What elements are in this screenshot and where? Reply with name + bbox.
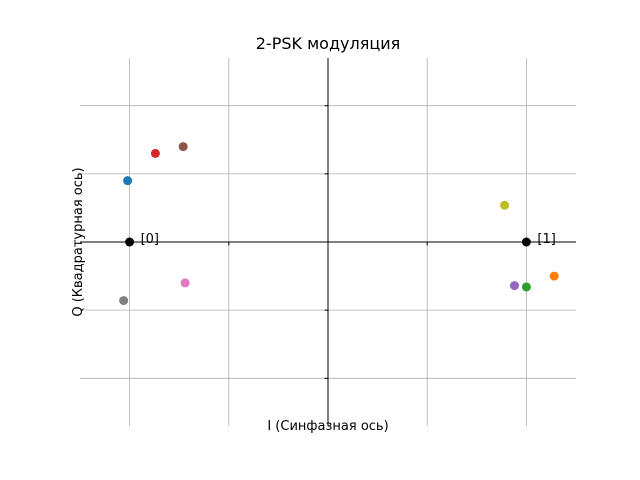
data-point	[180, 278, 190, 288]
data-point	[150, 148, 160, 158]
x-axis-label: I (Синфазная ось)	[267, 419, 388, 434]
y-axis-label: Q (Квадратурная ось)	[71, 167, 86, 316]
data-point	[509, 281, 519, 291]
constellation-label: [1]	[537, 232, 555, 247]
data-point	[549, 271, 559, 281]
constellation-point	[125, 237, 135, 247]
constellation-label: [0]	[141, 232, 159, 247]
data-point	[123, 176, 133, 186]
data-point	[500, 200, 510, 210]
data-point	[521, 282, 531, 292]
points: [0] [1]	[119, 142, 559, 306]
data-point	[119, 296, 129, 306]
constellation-point	[521, 237, 531, 247]
data-point	[178, 142, 188, 152]
chart-title: 2-PSK модуляция	[256, 34, 401, 53]
